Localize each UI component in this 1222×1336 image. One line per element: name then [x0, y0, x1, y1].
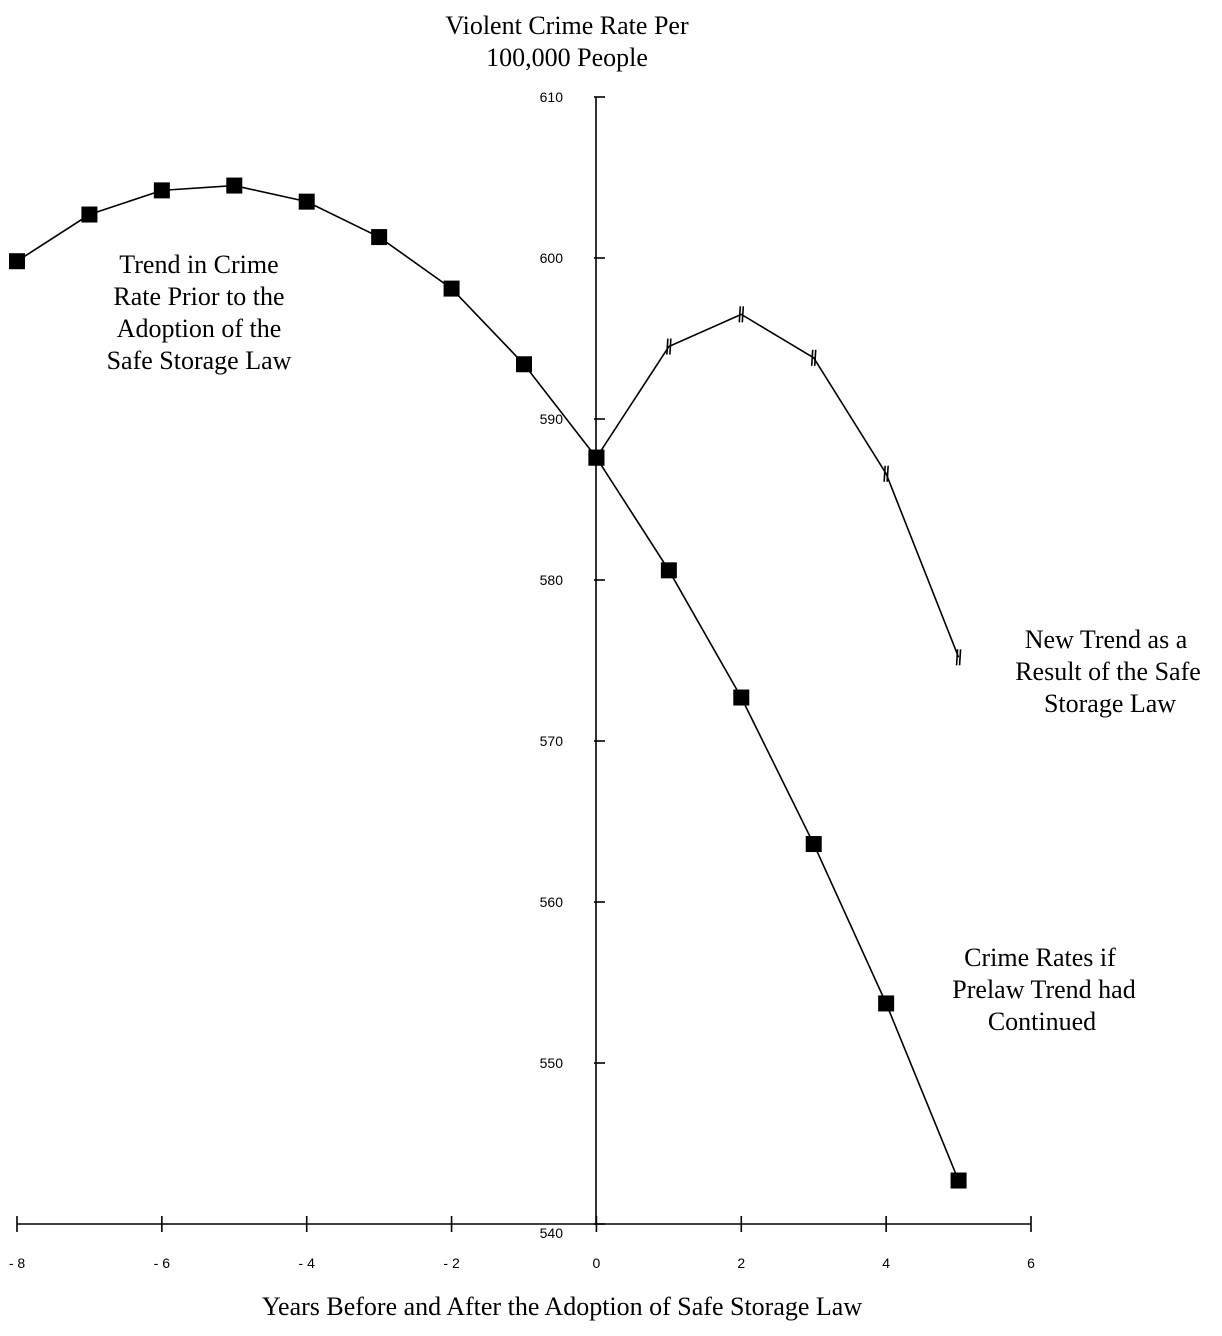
y-tick-label: 610: [540, 89, 564, 105]
data-point-prelaw-continued: [805, 836, 822, 853]
data-point-prelaw-continued: [660, 562, 677, 579]
data-point-prelaw-continued: [588, 449, 605, 466]
x-tick-label: 6: [1027, 1255, 1035, 1271]
x-axis-label: Years Before and After the Adoption of S…: [262, 1292, 862, 1321]
annotation-prelaw-continued-line-1: Crime Rates if: [964, 943, 1116, 972]
y-tick-label: 540: [540, 1225, 564, 1241]
series-line-post-law-trend: [595, 313, 960, 658]
x-tick-label: - 6: [154, 1255, 171, 1271]
x-tick-label: - 8: [9, 1255, 26, 1271]
data-point-prelaw-trend: [226, 177, 243, 194]
data-point-prelaw-trend: [371, 229, 388, 246]
data-point-post-law-trend: [883, 465, 889, 482]
x-tick-label: 2: [737, 1255, 745, 1271]
axes: [17, 97, 1031, 1225]
data-point-prelaw-trend: [516, 356, 532, 373]
y-tick-label: 580: [540, 572, 564, 588]
annotation-prelaw-continued-line-3: Continued: [988, 1007, 1096, 1036]
x-tick-label: - 4: [299, 1255, 316, 1271]
x-tick-label: 0: [593, 1255, 601, 1271]
data-point-prelaw-continued: [733, 689, 750, 706]
data-point-post-law-trend: [666, 338, 672, 355]
annotation-prelaw-trend-line-1: Trend in Crime: [119, 250, 278, 279]
data-point-prelaw-trend: [298, 193, 315, 210]
data-point-prelaw-trend: [81, 206, 98, 223]
data-point-prelaw-continued: [950, 1172, 967, 1189]
y-tick-label: 560: [540, 894, 564, 910]
data-point-post-law-trend: [955, 649, 962, 666]
data-point-prelaw-trend: [153, 182, 170, 199]
annotation-prelaw-trend-line-2: Rate Prior to the: [113, 282, 284, 311]
data-point-post-law-trend: [810, 349, 817, 366]
annotation-new-trend-line-2: Result of the Safe: [1015, 657, 1201, 686]
y-tick-label: 590: [540, 411, 564, 427]
annotation-new-trend-line-1: New Trend as a: [1025, 625, 1188, 654]
axis-ticks: - 8 - 6 - 4 - 2 0 2 4 6 540 550 560 570 580 590 600 610: [9, 89, 1035, 1271]
y-tick-label: 600: [540, 250, 564, 266]
data-point-prelaw-continued: [878, 995, 895, 1012]
chart-title-line-1: Violent Crime Rate Per: [445, 11, 689, 40]
y-tick-label: 570: [540, 733, 564, 749]
y-tick-label: 550: [540, 1055, 564, 1071]
data-point-prelaw-trend: [443, 280, 460, 297]
x-tick-label: - 2: [443, 1255, 460, 1271]
annotation-prelaw-trend-line-3: Adoption of the: [117, 314, 282, 343]
x-tick-label: 4: [882, 1255, 890, 1271]
annotation-prelaw-continued-line-2: Prelaw Trend had: [952, 975, 1135, 1004]
chart-title-line-2: 100,000 People: [486, 43, 648, 72]
series-group: [9, 177, 967, 1189]
data-point-prelaw-trend: [9, 253, 25, 270]
series-line-prelaw-trend: [16, 184, 598, 459]
data-point-post-law-trend: [738, 306, 745, 323]
annotation-new-trend-line-3: Storage Law: [1044, 689, 1176, 718]
annotation-prelaw-trend-line-4: Safe Storage Law: [107, 346, 292, 375]
series-line-prelaw-continued: [595, 457, 960, 1181]
